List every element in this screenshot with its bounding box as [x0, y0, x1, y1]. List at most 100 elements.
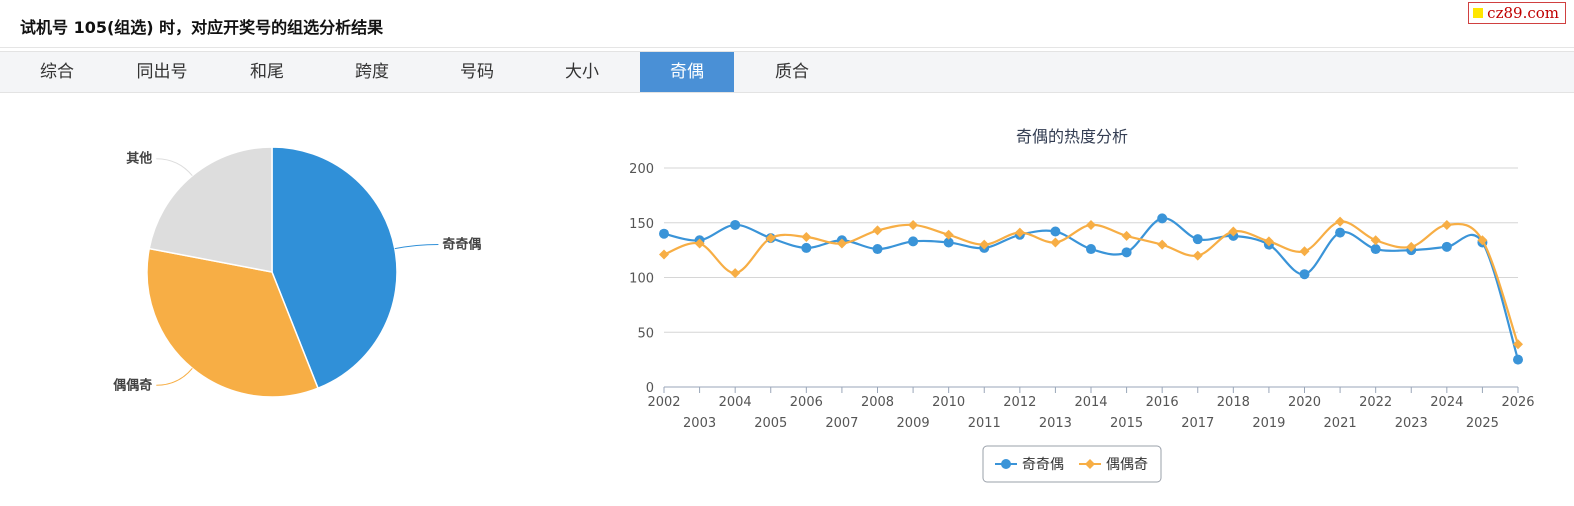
legend-box	[982, 445, 1162, 483]
x-tick-label: 2002	[647, 395, 680, 410]
legend-marker	[1085, 459, 1095, 469]
pie-connector	[394, 243, 439, 250]
data-point[interactable]	[659, 228, 669, 239]
x-tick-label: 2011	[968, 416, 1001, 431]
tab-tongchuhao[interactable]: 同出号	[136, 62, 188, 82]
x-tick-label: 2025	[1466, 416, 1499, 431]
data-point[interactable]	[1441, 241, 1452, 252]
data-point[interactable]	[908, 236, 919, 247]
data-point[interactable]	[1335, 227, 1346, 238]
data-point[interactable]	[1157, 213, 1168, 224]
data-point[interactable]	[836, 238, 847, 249]
tab-kuadu[interactable]: 跨度	[355, 62, 389, 82]
data-point[interactable]	[1192, 250, 1203, 261]
series-line	[663, 217, 1520, 360]
pie-slice[interactable]	[148, 146, 273, 273]
data-point[interactable]	[1050, 237, 1061, 248]
tab-jiou[interactable]: 奇偶	[640, 52, 734, 92]
data-point[interactable]	[1014, 227, 1025, 238]
tab-zhihe[interactable]: 质合	[775, 62, 809, 82]
x-tick-label: 2010	[932, 395, 965, 410]
site-badge-label: cz89.com	[1487, 4, 1559, 22]
data-point[interactable]	[1157, 239, 1168, 250]
data-point[interactable]	[1299, 246, 1310, 257]
data-point[interactable]	[1477, 235, 1488, 246]
data-point[interactable]	[1121, 230, 1132, 241]
data-point[interactable]	[1513, 339, 1523, 350]
data-point[interactable]	[1121, 247, 1132, 258]
x-tick-label: 2009	[897, 416, 930, 431]
x-tick-label: 2007	[825, 416, 858, 431]
yellow-square-icon	[1473, 8, 1484, 18]
x-tick-label: 2023	[1395, 416, 1428, 431]
data-point[interactable]	[730, 268, 741, 279]
data-point[interactable]	[1050, 226, 1061, 237]
legend-label[interactable]: 偶偶奇	[1106, 456, 1148, 473]
data-point[interactable]	[659, 249, 669, 260]
x-tick-label: 2018	[1217, 395, 1250, 410]
y-tick-label: 200	[629, 162, 654, 177]
x-tick-label: 2008	[861, 395, 894, 410]
tab-haoma[interactable]: 号码	[460, 62, 494, 82]
pie-connector	[156, 367, 193, 386]
y-tick-label: 100	[629, 272, 654, 287]
tab-hewei[interactable]: 和尾	[250, 62, 284, 82]
data-point[interactable]	[908, 219, 919, 230]
site-badge[interactable]: cz89.com	[1468, 2, 1566, 24]
data-point[interactable]	[801, 242, 812, 253]
tab-daxiao[interactable]: 大小	[565, 62, 599, 82]
tab-bar: 综合 同出号 和尾 跨度 号码 大小 奇偶 质合	[0, 51, 1574, 93]
x-tick-label: 2014	[1074, 395, 1107, 410]
header-bar: 试机号 105(组选) 时，对应开奖号的组选分析结果	[0, 0, 1574, 48]
data-point[interactable]	[1370, 235, 1381, 246]
x-tick-label: 2012	[1003, 395, 1036, 410]
x-tick-label: 2006	[790, 395, 823, 410]
data-point[interactable]	[1335, 216, 1346, 227]
data-point[interactable]	[801, 231, 812, 242]
data-point[interactable]	[1192, 234, 1203, 245]
x-tick-label: 2003	[683, 416, 716, 431]
y-tick-label: 150	[629, 217, 654, 232]
data-point[interactable]	[730, 219, 741, 230]
x-tick-label: 2005	[754, 416, 787, 431]
x-tick-label: 2015	[1110, 416, 1143, 431]
data-point[interactable]	[1228, 226, 1239, 237]
pie-connector	[156, 158, 193, 177]
data-point[interactable]	[872, 244, 883, 255]
y-tick-label: 50	[637, 326, 654, 341]
data-point[interactable]	[765, 233, 776, 244]
y-tick-label: 0	[646, 381, 654, 396]
data-point[interactable]	[943, 237, 954, 248]
tab-zonghe[interactable]: 综合	[40, 62, 74, 82]
pie-slice-label: 奇奇偶	[442, 236, 481, 252]
x-tick-label: 2019	[1252, 416, 1285, 431]
legend-marker	[1001, 459, 1011, 469]
data-point[interactable]	[1086, 219, 1096, 230]
data-point[interactable]	[1299, 269, 1310, 280]
x-tick-label: 2022	[1359, 395, 1392, 410]
data-point[interactable]	[1263, 236, 1274, 247]
data-point[interactable]	[943, 229, 954, 240]
x-tick-label: 2021	[1324, 416, 1357, 431]
series-line	[663, 220, 1520, 345]
line-chart-title: 奇偶的热度分析	[1016, 127, 1128, 146]
x-tick-label: 2004	[719, 395, 752, 410]
data-point[interactable]	[872, 225, 883, 236]
x-tick-label: 2017	[1181, 416, 1214, 431]
pie-slice[interactable]	[146, 247, 319, 398]
x-tick-label: 2024	[1430, 395, 1463, 410]
x-tick-label: 2020	[1288, 395, 1321, 410]
data-point[interactable]	[979, 239, 990, 250]
data-point[interactable]	[1406, 241, 1417, 252]
data-point[interactable]	[1370, 244, 1381, 255]
data-point[interactable]	[1086, 244, 1096, 255]
legend-label[interactable]: 奇奇偶	[1022, 456, 1064, 473]
x-tick-label: 2013	[1039, 416, 1072, 431]
x-tick-label: 2026	[1501, 395, 1534, 410]
data-point[interactable]	[694, 238, 705, 249]
data-point[interactable]	[1441, 219, 1452, 230]
x-tick-label: 2016	[1146, 395, 1179, 410]
line-chart: 奇偶的热度分析 0 50 100 150 200 20022003200420052006…	[629, 127, 1535, 483]
data-point[interactable]	[1513, 354, 1523, 365]
